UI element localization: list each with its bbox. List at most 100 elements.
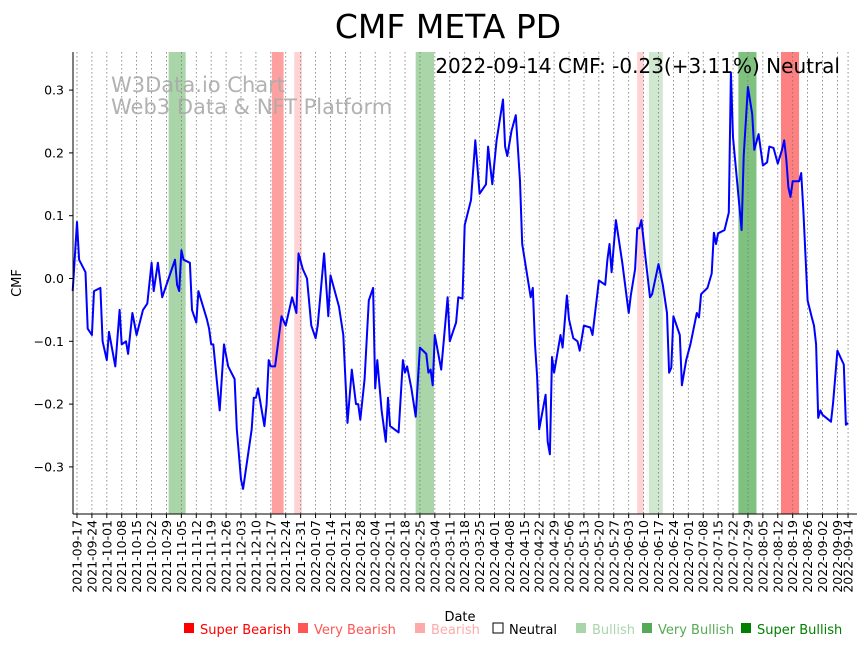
x-tick-label: 2022-05-06 — [562, 520, 577, 593]
x-tick-label: 2021-11-12 — [189, 520, 204, 593]
x-tick-label: 2021-09-24 — [84, 520, 99, 593]
legend-swatch — [298, 623, 308, 633]
x-tick-label: 2022-06-24 — [666, 520, 681, 593]
x-tick-label: 2022-05-20 — [591, 520, 606, 593]
legend-label: Super Bullish — [757, 623, 842, 638]
band-very-bearish — [780, 52, 800, 514]
grid-lines — [76, 52, 849, 514]
x-tick-label: 2021-10-15 — [129, 520, 144, 593]
y-tick-label: 0.2 — [44, 145, 64, 160]
x-tick-label: 2022-02-11 — [383, 520, 398, 593]
watermark-line-2: Web3 Data & NFT Platform — [111, 95, 392, 119]
band-very-bullish — [738, 52, 757, 514]
x-tick-label: 2021-12-10 — [248, 520, 263, 593]
x-tick-label: 2022-04-15 — [517, 520, 532, 593]
x-tick-label: 2022-07-22 — [726, 520, 741, 593]
x-tick-label: 2022-03-25 — [472, 520, 487, 593]
x-tick-label: 2022-01-07 — [308, 520, 323, 593]
x-tick-label: 2022-08-05 — [755, 520, 770, 593]
band-very-bearish — [271, 52, 284, 514]
x-tick-label: 2022-07-08 — [696, 520, 711, 593]
x-tick-label: 2021-10-22 — [144, 520, 159, 593]
legend-item-very-bullish: Very Bullish — [642, 623, 734, 638]
x-tick-label: 2022-01-14 — [323, 520, 338, 593]
legend-label: Very Bullish — [658, 623, 734, 638]
x-tick-label: 2022-04-01 — [487, 520, 502, 593]
x-tick-label: 2022-02-25 — [412, 520, 427, 593]
x-tick-label: 2022-08-26 — [800, 520, 815, 593]
legend-item-very-bearish: Very Bearish — [298, 623, 396, 638]
x-tick-label: 2022-03-18 — [457, 520, 472, 593]
legend-swatch — [576, 623, 586, 633]
x-tick-label: 2021-11-05 — [174, 520, 189, 593]
x-tick-label: 2022-01-21 — [338, 520, 353, 593]
legend-label: Very Bearish — [314, 623, 396, 638]
x-tick-label: 2021-12-31 — [293, 520, 308, 593]
legend-item-super-bearish: Super Bearish — [184, 623, 291, 638]
x-tick-label: 2021-12-03 — [234, 520, 249, 593]
signal-bands — [168, 52, 800, 514]
legend-item-super-bullish: Super Bullish — [741, 623, 842, 638]
x-tick-label: 2022-04-08 — [502, 520, 517, 593]
x-tick-label: 2022-08-19 — [785, 520, 800, 593]
cmf-line — [71, 71, 849, 490]
x-tick-label: 2022-05-13 — [576, 520, 591, 593]
x-tick-label: 2021-11-19 — [204, 520, 219, 593]
x-tick-label: 2022-03-11 — [442, 520, 457, 593]
x-tick-label: 2021-12-24 — [278, 520, 293, 593]
y-axis-label: CMF — [10, 269, 25, 297]
legend-swatch — [642, 623, 652, 633]
x-tick-label: 2022-07-01 — [681, 520, 696, 593]
legend-swatch — [415, 623, 425, 633]
x-tick-label: 2021-10-01 — [99, 520, 114, 593]
chart-annotation: 2022-09-14 CMF: -0.23(+3.11%) Neutral — [435, 54, 840, 78]
chart-title: CMF META PD — [335, 7, 561, 46]
legend-label: Bullish — [592, 623, 635, 638]
legend-item-neutral: Neutral — [492, 622, 557, 638]
x-tick-label: 2022-05-27 — [606, 520, 621, 593]
legend-label: Neutral — [509, 623, 557, 638]
legend: Super Bearish Very Bearish Bearish Neutral B… — [184, 622, 842, 638]
legend-label: Bearish — [431, 623, 480, 638]
band-bearish — [637, 52, 644, 514]
x-tick-label: 2022-02-18 — [398, 520, 413, 593]
x-tick-label: 2022-02-04 — [368, 520, 383, 593]
x-tick-label: 2022-09-14 — [841, 520, 856, 593]
x-tick-label: 2022-07-29 — [740, 520, 755, 593]
x-tick-label: 2022-06-17 — [651, 520, 666, 593]
legend-swatch — [184, 623, 194, 633]
x-tick-label: 2021-10-08 — [114, 520, 129, 593]
y-tick-label: 0.3 — [44, 83, 64, 98]
legend-item-bullish: Bullish — [576, 623, 635, 638]
x-tick-label: 2021-11-26 — [219, 520, 234, 593]
legend-label: Super Bearish — [200, 623, 291, 638]
x-tick-label: 2022-01-28 — [353, 520, 368, 593]
x-tick-label: 2022-04-29 — [547, 520, 562, 593]
x-tick-label: 2022-04-22 — [532, 520, 547, 593]
y-tick-label: −0.1 — [34, 334, 64, 349]
x-tick-label: 2022-06-10 — [636, 520, 651, 593]
x-tick-label: 2022-06-03 — [621, 520, 636, 593]
band-bullish — [415, 52, 434, 514]
y-tick-label: −0.2 — [34, 397, 64, 412]
x-axis-ticks: 2021-09-17 2021-09-24 2021-10-01 2021-10-08… — [70, 514, 856, 593]
x-tick-label: 2022-09-02 — [815, 520, 830, 593]
x-axis-label: Date — [444, 610, 475, 625]
x-tick-label: 2022-09-09 — [830, 520, 845, 593]
y-tick-label: −0.3 — [34, 459, 64, 474]
y-axis-ticks: −0.3 −0.2 −0.1 0.0 0.1 0.2 0.3 — [34, 83, 73, 474]
x-tick-label: 2021-12-17 — [263, 520, 278, 593]
x-tick-label: 2022-07-15 — [711, 520, 726, 593]
watermark-line-1: W3Data.io Chart — [111, 73, 285, 97]
x-tick-label: 2021-10-29 — [159, 520, 174, 593]
y-tick-label: 0.0 — [44, 271, 64, 286]
x-tick-label: 2022-03-04 — [427, 520, 442, 593]
cmf-line-group — [71, 71, 849, 490]
y-tick-label: 0.1 — [44, 208, 64, 223]
legend-item-bearish: Bearish — [415, 623, 480, 638]
x-tick-label: 2021-09-17 — [70, 520, 85, 593]
band-bullish — [648, 52, 663, 514]
legend-swatch — [741, 623, 751, 633]
legend-swatch — [492, 622, 504, 634]
